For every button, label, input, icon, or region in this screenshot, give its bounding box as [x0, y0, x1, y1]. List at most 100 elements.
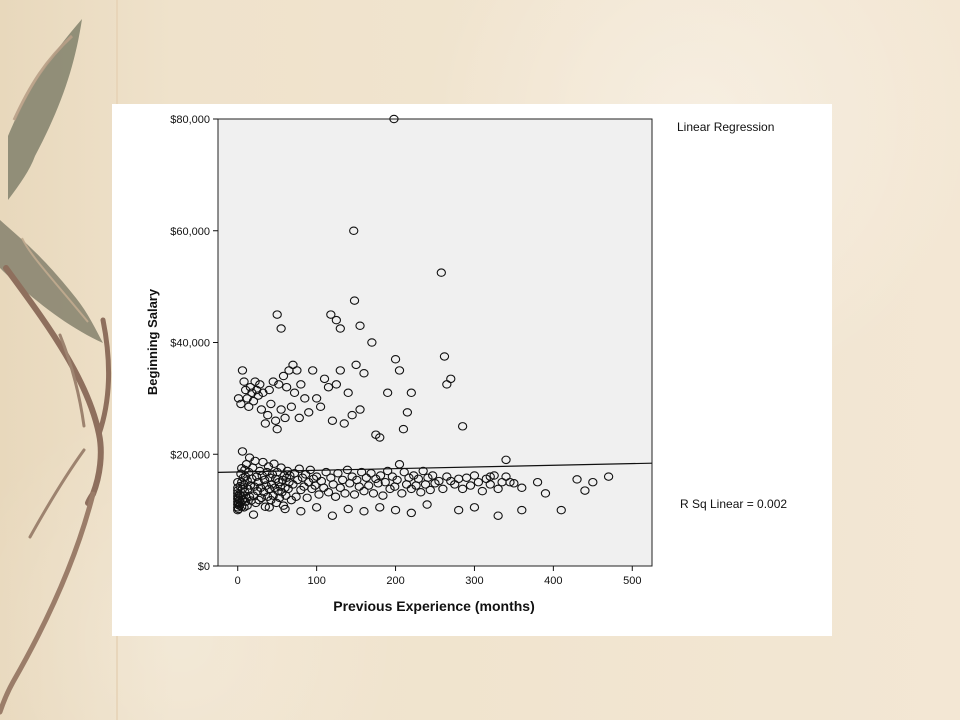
data-point: [276, 405, 286, 414]
data-point: [354, 482, 364, 491]
data-point: [351, 360, 361, 370]
data-point: [603, 472, 614, 481]
data-point: [532, 477, 543, 487]
data-point: [323, 487, 334, 497]
y-tick-label: $0: [198, 561, 210, 573]
data-point: [436, 268, 446, 277]
data-point: [237, 366, 248, 375]
data-point: [293, 475, 303, 485]
data-point: [501, 455, 511, 465]
data-point: [244, 492, 255, 501]
data-point: [355, 321, 365, 330]
data-point: [493, 511, 503, 520]
x-axis-label: Previous Experience (months): [333, 598, 535, 614]
data-point: [375, 503, 385, 512]
data-point: [390, 355, 401, 364]
data-point: [263, 410, 273, 420]
data-point: [283, 484, 293, 494]
r-squared-label: R Sq Linear = 0.002: [680, 497, 787, 511]
data-point: [465, 481, 476, 490]
data-point: [378, 491, 388, 500]
data-point: [315, 402, 326, 412]
data-point: [289, 388, 300, 398]
data-point: [292, 366, 302, 375]
data-point: [416, 487, 426, 497]
data-point: [375, 433, 385, 442]
data-point: [457, 422, 468, 431]
data-point: [323, 382, 334, 392]
data-point: [439, 352, 450, 361]
data-point: [256, 405, 267, 414]
data-point: [300, 394, 310, 403]
data-point: [509, 479, 519, 488]
data-point: [321, 467, 331, 477]
x-tick-label: 100: [307, 575, 325, 587]
data-point: [505, 477, 515, 487]
data-point: [517, 505, 527, 515]
data-point: [367, 338, 377, 347]
data-point: [339, 419, 349, 428]
data-point: [319, 374, 330, 384]
data-point: [392, 475, 402, 485]
scatter-chart: $0 $20,000 $40,000 $60,000 $80,000 0 100 200 30…: [145, 114, 787, 614]
data-point: [469, 503, 480, 512]
data-point: [517, 483, 527, 493]
data-point: [253, 391, 263, 400]
data-point: [253, 477, 263, 487]
data-point: [266, 399, 276, 409]
data-point: [272, 424, 282, 434]
data-point: [572, 475, 582, 484]
data-point: [239, 377, 249, 386]
x-tick-label: 300: [465, 575, 483, 587]
data-point: [457, 484, 468, 494]
data-point: [294, 413, 304, 423]
data-point: [368, 489, 379, 498]
data-point: [255, 483, 266, 493]
data-point: [349, 226, 359, 236]
data-point: [274, 380, 284, 389]
data-point: [331, 380, 342, 389]
data-point: [361, 473, 371, 482]
data-point: [580, 486, 590, 495]
data-point: [260, 419, 270, 428]
data-point: [280, 413, 290, 423]
data-point: [540, 489, 551, 498]
data-point: [406, 388, 416, 398]
data-point: [364, 481, 374, 490]
data-point: [331, 315, 342, 325]
data-point: [248, 510, 259, 519]
data-point: [242, 476, 252, 485]
data-point: [359, 368, 369, 378]
data-point: [285, 471, 295, 480]
data-point: [274, 493, 285, 503]
data-point: [335, 483, 345, 493]
x-tick-label: 400: [544, 575, 562, 587]
data-point: [338, 475, 348, 485]
data-point: [385, 484, 395, 494]
chart-title: Linear Regression: [677, 120, 774, 134]
data-point: [308, 366, 318, 375]
data-point: [311, 472, 322, 481]
data-point: [427, 471, 438, 480]
data-point: [454, 505, 464, 515]
data-point: [282, 382, 292, 392]
data-point: [423, 473, 433, 482]
data-point: [375, 471, 386, 480]
data-point: [264, 385, 274, 395]
y-axis-label: Beginning Salary: [145, 288, 160, 395]
data-point: [258, 457, 268, 467]
data-point: [418, 466, 428, 476]
data-point: [254, 495, 264, 505]
decorative-leaves-icon: [0, 19, 112, 715]
data-point: [335, 324, 345, 333]
data-point: [359, 486, 369, 496]
x-tick-label: 0: [235, 575, 241, 587]
data-point: [244, 402, 254, 412]
data-point: [343, 388, 353, 398]
data-point: [355, 405, 365, 414]
data-point: [319, 483, 329, 493]
data-point: [380, 477, 390, 487]
data-point: [264, 503, 274, 512]
data-point: [330, 492, 341, 501]
data-point: [406, 508, 416, 518]
